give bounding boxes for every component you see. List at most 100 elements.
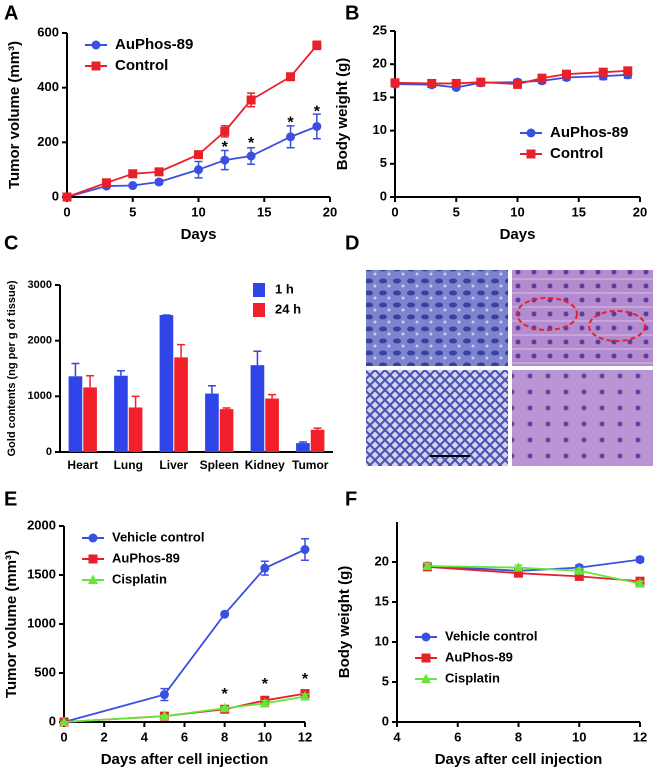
histology-image (366, 270, 508, 366)
error-bar (298, 441, 307, 444)
x-tick-label: 6 (181, 729, 188, 744)
x-tick-label: 10 (258, 729, 272, 744)
legend-marker (88, 533, 98, 543)
marker (514, 568, 523, 578)
marker (154, 177, 164, 187)
legend-marker (88, 554, 98, 564)
legend-label: Vehicle control (445, 628, 537, 643)
marker (154, 167, 164, 177)
bar (296, 443, 310, 452)
x-tick-label: 0 (60, 729, 67, 744)
series-line (427, 565, 641, 585)
x-tick-label: 2 (101, 729, 108, 744)
y-tick-label: 600 (37, 24, 59, 39)
histology-image (512, 270, 653, 366)
marker (598, 67, 608, 77)
error-bar (131, 395, 140, 408)
error-bar (207, 385, 216, 394)
x-tick-label: 5 (453, 204, 460, 219)
bar (265, 398, 279, 452)
y-tick-label: 15 (373, 89, 387, 104)
error-bar (71, 362, 80, 377)
x-tick-label: 5 (129, 204, 136, 219)
y-tick-label: 0 (380, 188, 387, 203)
x-tick-label: 8 (221, 729, 228, 744)
bar (83, 387, 97, 452)
y-tick-label: 1500 (27, 566, 56, 581)
marker (451, 78, 461, 88)
legend-label: 1 h (275, 281, 294, 296)
highlight-ellipse (588, 310, 646, 342)
marker (259, 697, 270, 708)
marker (128, 169, 138, 179)
marker (300, 545, 310, 555)
marker (422, 560, 433, 570)
y-tick-label: 0 (46, 446, 52, 458)
marker (312, 40, 322, 50)
marker (286, 132, 296, 142)
marker (312, 121, 322, 131)
y-axis-label: Tumor volume (mm³) (3, 550, 20, 698)
y-tick-label: 2000 (27, 517, 56, 532)
legend-label: Cisplatin (445, 670, 500, 685)
bar (114, 375, 128, 452)
legend-label: 24 h (275, 301, 301, 316)
x-tick-label: 0 (391, 204, 398, 219)
error-bar (177, 343, 186, 358)
x-tick-label: Lung (114, 458, 143, 472)
marker (246, 151, 256, 161)
legend-label: AuPhos-89 (445, 649, 513, 664)
x-tick-label: Heart (67, 458, 98, 472)
bar (128, 407, 143, 452)
bar (174, 357, 188, 452)
error-bar (268, 393, 277, 399)
x-axis-label: Days after cell injection (435, 751, 603, 768)
panel-letter: B (345, 2, 359, 24)
x-tick-label: 20 (323, 204, 337, 219)
x-tick-label: 8 (515, 729, 522, 744)
x-tick-label: 12 (633, 729, 647, 744)
marker (159, 690, 169, 700)
marker (390, 78, 400, 88)
y-tick-label: 0 (49, 713, 56, 728)
highlight-ellipse (516, 297, 578, 331)
annotation: * (222, 686, 229, 703)
y-tick-label: 10 (373, 122, 387, 137)
y-tick-label: 400 (37, 79, 59, 94)
histology-images (366, 270, 653, 466)
x-tick-label: Spleen (200, 458, 239, 472)
series-line (66, 44, 318, 198)
legend-swatch (253, 303, 265, 317)
marker (128, 181, 138, 191)
y-axis-label: Body weight (g) (334, 58, 351, 171)
x-tick-label: 15 (572, 204, 586, 219)
legend-marker (526, 128, 536, 138)
x-tick-label: 10 (510, 204, 524, 219)
marker (286, 72, 296, 82)
y-tick-label: 20 (375, 553, 389, 568)
legend-label: Cisplatin (112, 571, 167, 586)
annotation: * (222, 139, 229, 156)
marker (194, 165, 203, 175)
bar (310, 429, 325, 452)
y-tick-label: 0 (382, 713, 389, 728)
marker (220, 126, 230, 136)
panel-letter: D (345, 232, 359, 254)
y-tick-label: 500 (34, 664, 56, 679)
marker (427, 78, 437, 88)
y-tick-label: 2000 (28, 335, 52, 347)
x-axis-label: Days (181, 226, 217, 243)
legend-label: AuPhos-89 (112, 550, 180, 565)
legend-marker (91, 61, 101, 71)
y-tick-label: 20 (373, 56, 387, 71)
y-tick-label: 5 (382, 673, 389, 688)
marker (300, 691, 310, 701)
annotation: * (302, 671, 309, 688)
marker (59, 716, 69, 726)
marker (623, 66, 633, 76)
y-tick-label: 5 (380, 155, 387, 170)
panel-letter: F (345, 488, 357, 510)
x-tick-label: 10 (191, 204, 205, 219)
annotation: * (248, 135, 255, 152)
bar (159, 315, 174, 452)
